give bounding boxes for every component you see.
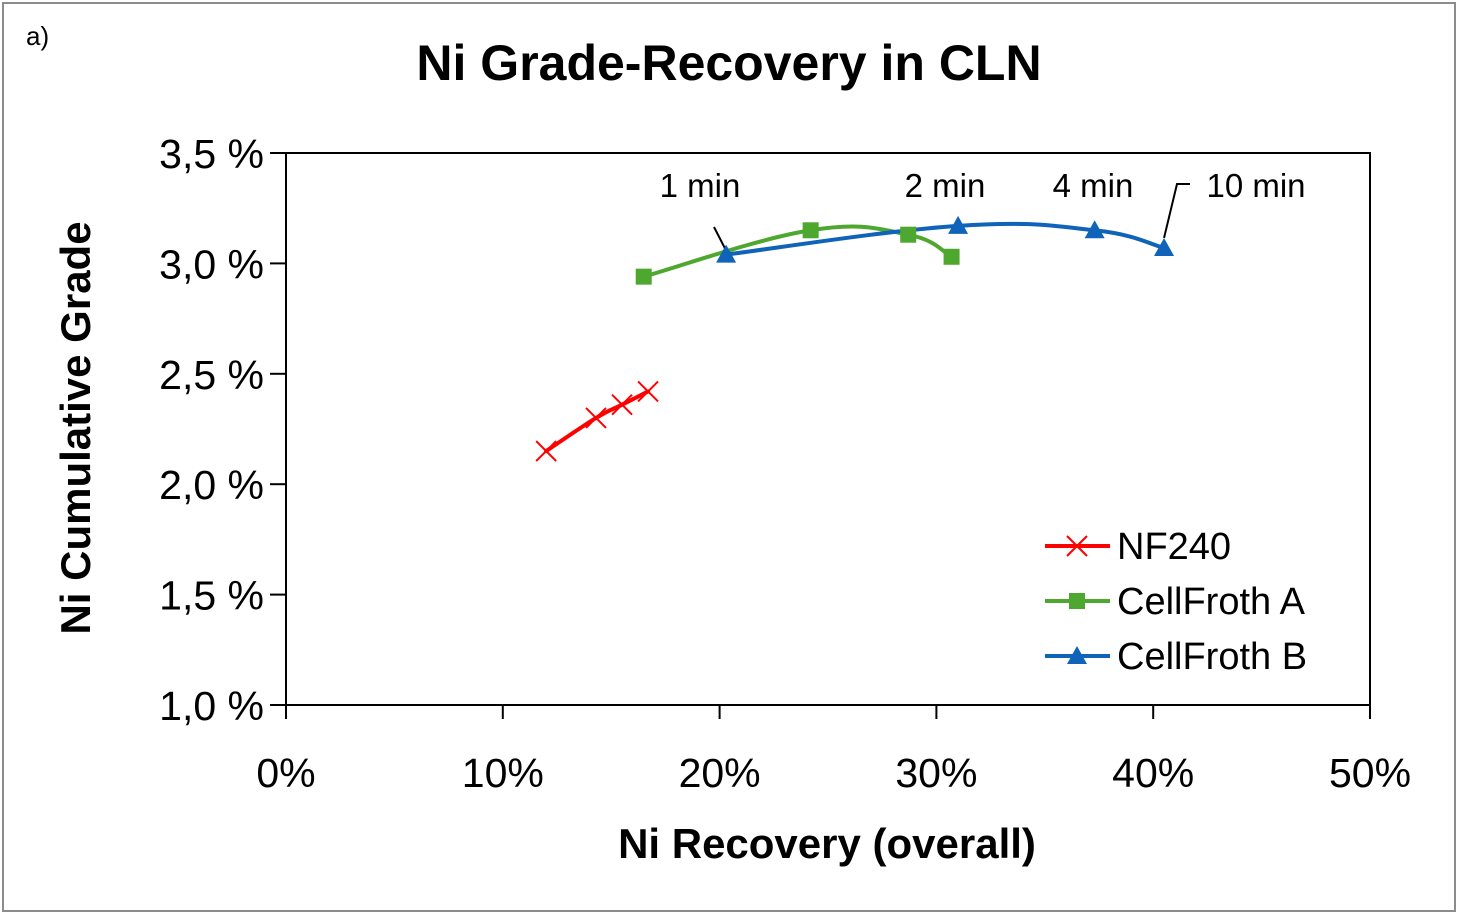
marker-stroke <box>585 407 607 429</box>
data-point-cellfroth-b <box>1084 220 1105 239</box>
annotations: 1 min 2 min 4 min 10 min <box>660 167 1306 252</box>
legend-label: CellFroth B <box>1117 636 1307 678</box>
y-tick-label: 3,0 % <box>159 241 264 287</box>
data-point-nf240 <box>611 394 633 416</box>
legend: NF240 CellFroth A CellFroth B <box>1045 526 1307 678</box>
x-tick-label: 50% <box>1329 750 1411 796</box>
data-point-nf240 <box>637 380 659 403</box>
x-tick-label: 0% <box>256 750 315 796</box>
chart-title: Ni Grade-Recovery in CLN <box>416 35 1041 91</box>
data-point-cellfroth-b <box>948 215 969 234</box>
x-tick-label: 20% <box>679 750 761 796</box>
x-axis-label: Ni Recovery (overall) <box>618 820 1036 867</box>
y-tick-label: 1,0 % <box>159 683 264 729</box>
legend-item-nf240: NF240 <box>1045 526 1231 568</box>
legend-item-cellfroth-a: CellFroth A <box>1045 581 1306 623</box>
data-point-cellfroth-b <box>1154 237 1175 256</box>
data-point-cellfroth-a <box>943 248 960 265</box>
plot-area <box>285 152 1371 706</box>
data-point-cellfroth-a <box>635 268 652 285</box>
data-point-cellfroth-a <box>802 222 819 239</box>
series-markers <box>535 215 1175 462</box>
annotation-label: 4 min <box>1053 167 1134 204</box>
series-line-cellfroth-b <box>724 221 1167 257</box>
legend-marker <box>1066 535 1088 557</box>
annotation-label: 10 min <box>1206 167 1305 204</box>
legend-item-cellfroth-b: CellFroth B <box>1045 636 1307 678</box>
marker-stroke <box>637 380 659 403</box>
panel-label: a) <box>26 21 49 51</box>
axes: 1,0 % 1,5 % 2,0 % 2,5 % 3,0 % 3,5 % 0% 10% 20% 30… <box>159 131 1411 796</box>
data-point-cellfroth-b <box>716 244 737 263</box>
annotation-leader <box>713 226 727 252</box>
y-axis-label: Ni Cumulative Grade <box>52 221 99 634</box>
legend-marker <box>1069 593 1085 609</box>
annotation-leader <box>1163 183 1190 239</box>
marker-stroke <box>611 394 633 416</box>
annotation-label: 2 min <box>905 167 986 204</box>
y-tick-label: 2,0 % <box>159 462 264 508</box>
data-point-cellfroth-a <box>900 226 917 243</box>
legend-label: NF240 <box>1117 526 1231 568</box>
y-tick-label: 1,5 % <box>159 573 264 619</box>
marker-stroke <box>535 440 557 462</box>
data-point-nf240 <box>535 440 557 462</box>
annotation-label: 1 min <box>660 167 741 204</box>
x-tick-label: 40% <box>1112 750 1194 796</box>
x-tick-label: 10% <box>462 750 544 796</box>
x-tick-label: 30% <box>895 750 977 796</box>
data-point-nf240 <box>585 407 607 429</box>
y-tick-label: 3,5 % <box>159 131 264 177</box>
marker-stroke <box>1066 535 1088 557</box>
series-line-nf240 <box>544 389 651 454</box>
legend-label: CellFroth A <box>1117 581 1306 623</box>
legend-marker <box>1067 646 1087 664</box>
y-tick-label: 2,5 % <box>159 352 264 398</box>
series-line-cellfroth-a <box>641 224 954 279</box>
series-lines <box>544 221 1167 454</box>
